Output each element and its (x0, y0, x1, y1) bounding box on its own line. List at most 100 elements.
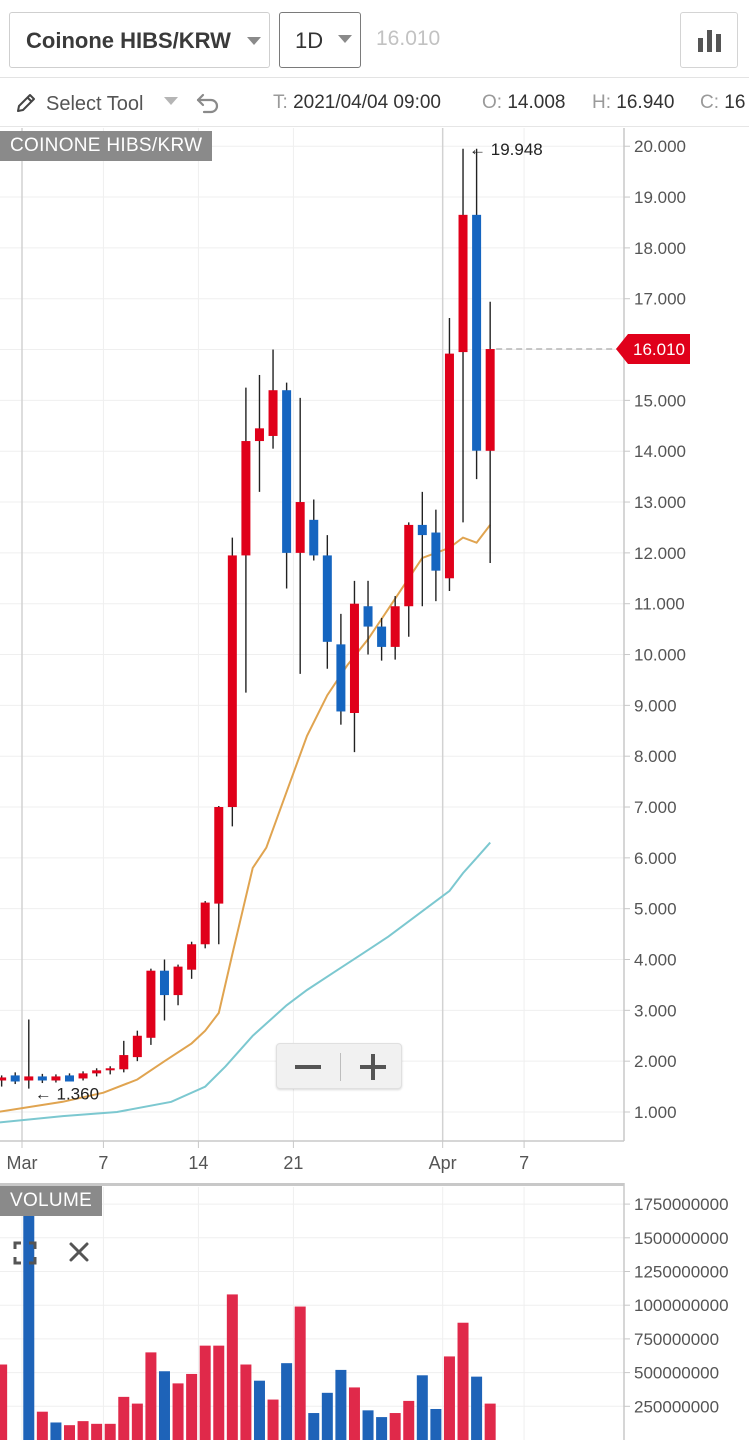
x-tick-label: 21 (283, 1153, 303, 1173)
bar-chart-icon (698, 30, 721, 52)
volume-bar-up (186, 1373, 198, 1440)
candle-up (92, 1068, 102, 1077)
candle-body (78, 1073, 88, 1079)
candle-body (458, 214, 468, 353)
candle-up (119, 1040, 129, 1073)
candle-body (377, 626, 387, 647)
chart-type-button[interactable] (680, 12, 738, 68)
candle-up (254, 374, 264, 492)
y-tick-label: 1000000000 (634, 1296, 729, 1315)
candle-down (417, 491, 427, 607)
candle-up (187, 941, 197, 979)
y-tick-label: 17.000 (634, 290, 686, 309)
candle-down (64, 1073, 74, 1082)
y-tick-label: 11.000 (634, 595, 685, 614)
volume-bar-up (131, 1403, 143, 1440)
x-tick-label: Mar (7, 1153, 38, 1173)
candle-body (444, 353, 454, 579)
candle-up (444, 318, 454, 591)
candle-up (173, 964, 183, 1006)
zoom-out-icon[interactable] (295, 1065, 321, 1069)
candle-up (268, 349, 278, 449)
candle-body (200, 902, 210, 945)
candle-body (24, 1076, 34, 1081)
candle-body (241, 441, 251, 556)
zoom-in-icon-vertical[interactable] (371, 1054, 375, 1080)
volume-bar-up (403, 1400, 415, 1440)
volume-bar-down (335, 1369, 347, 1440)
candle-up (485, 301, 495, 564)
candle-body (173, 966, 183, 996)
volume-bar-down (321, 1392, 333, 1440)
y-tick-label: 20.000 (634, 137, 686, 156)
y-tick-label: 500000000 (634, 1364, 719, 1383)
candle-down (37, 1073, 47, 1084)
price-chart[interactable]: 1.000 2.000 3.000 4.000 5.000 6.000 7.000 8.000… (0, 128, 749, 1178)
chevron-down-icon (338, 35, 352, 43)
candle-down (431, 509, 441, 602)
candle-body (336, 644, 346, 712)
candle-up (78, 1071, 88, 1081)
volume-bar-down (416, 1375, 428, 1440)
y-tick-label: 7.000 (634, 798, 677, 817)
moving-average-short-line (0, 524, 491, 1113)
candle-body (349, 603, 359, 713)
close-icon[interactable] (66, 1239, 92, 1265)
y-tick-label: 5.000 (634, 900, 677, 919)
chevron-down-icon[interactable] (164, 97, 178, 105)
y-tick-label: 3.000 (634, 1001, 677, 1020)
volume-bar-up (484, 1403, 496, 1440)
candle-up (24, 1019, 34, 1089)
volume-bar-up (77, 1421, 89, 1440)
symbol-select[interactable]: Coinone HIBS/KRW (9, 12, 270, 68)
candle-body (363, 606, 373, 627)
candle-down (10, 1072, 20, 1085)
current-price-tag (616, 334, 690, 365)
volume-bar-down (471, 1376, 483, 1440)
pencil-icon[interactable] (14, 91, 38, 115)
fullscreen-icon[interactable] (13, 1241, 37, 1265)
candle-up (390, 596, 400, 660)
interval-select[interactable]: 1D (279, 12, 361, 68)
x-tick-label: 7 (519, 1153, 529, 1173)
x-tick-label: 7 (98, 1153, 108, 1173)
candle-down (159, 959, 169, 1021)
candle-body (92, 1070, 102, 1074)
candle-down (472, 148, 482, 480)
candle-up (349, 580, 359, 753)
candle-up (146, 968, 156, 1045)
y-tick-label: 1750000000 (634, 1195, 729, 1214)
candle-up (0, 1075, 7, 1087)
volume-bar-up (389, 1413, 401, 1440)
candle-down (377, 617, 387, 661)
volume-bar-up (0, 1364, 8, 1440)
candle-body (64, 1075, 74, 1082)
candle-body (309, 519, 319, 556)
candle-body (37, 1076, 47, 1081)
symbol-select-label: Coinone HIBS/KRW (26, 28, 231, 53)
candle-body (417, 524, 427, 536)
volume-bar-up (443, 1356, 455, 1440)
volume-bar-down (23, 1197, 35, 1440)
candle-body (146, 970, 156, 1038)
undo-icon[interactable] (195, 89, 221, 115)
chevron-down-icon (247, 37, 261, 45)
candle-up (295, 397, 305, 674)
candle-up (51, 1074, 61, 1083)
candle-body (282, 390, 292, 553)
volume-bar-down (281, 1363, 293, 1440)
ohlc-time: T: 2021/04/04 09:00 (273, 92, 441, 113)
volume-bar-up (226, 1294, 238, 1440)
low-price-marker: ← 1.360 (35, 1085, 99, 1104)
y-tick-label: 15.000 (634, 391, 686, 410)
candle-down (322, 535, 332, 669)
ohlc-info-bar: Select Tool T: 2021/04/04 09:00 O: 14.00… (0, 79, 749, 127)
select-tool-dropdown[interactable]: Select Tool (46, 93, 144, 115)
y-tick-label: 1.000 (634, 1103, 677, 1122)
volume-bar-down (158, 1371, 170, 1440)
candle-body (322, 555, 332, 642)
y-tick-label: 10.000 (634, 646, 686, 665)
volume-chart[interactable]: 250000000 500000000 750000000 1000000000 125… (0, 1183, 749, 1440)
volume-bar-up (172, 1383, 184, 1440)
volume-bar-up (213, 1345, 225, 1440)
